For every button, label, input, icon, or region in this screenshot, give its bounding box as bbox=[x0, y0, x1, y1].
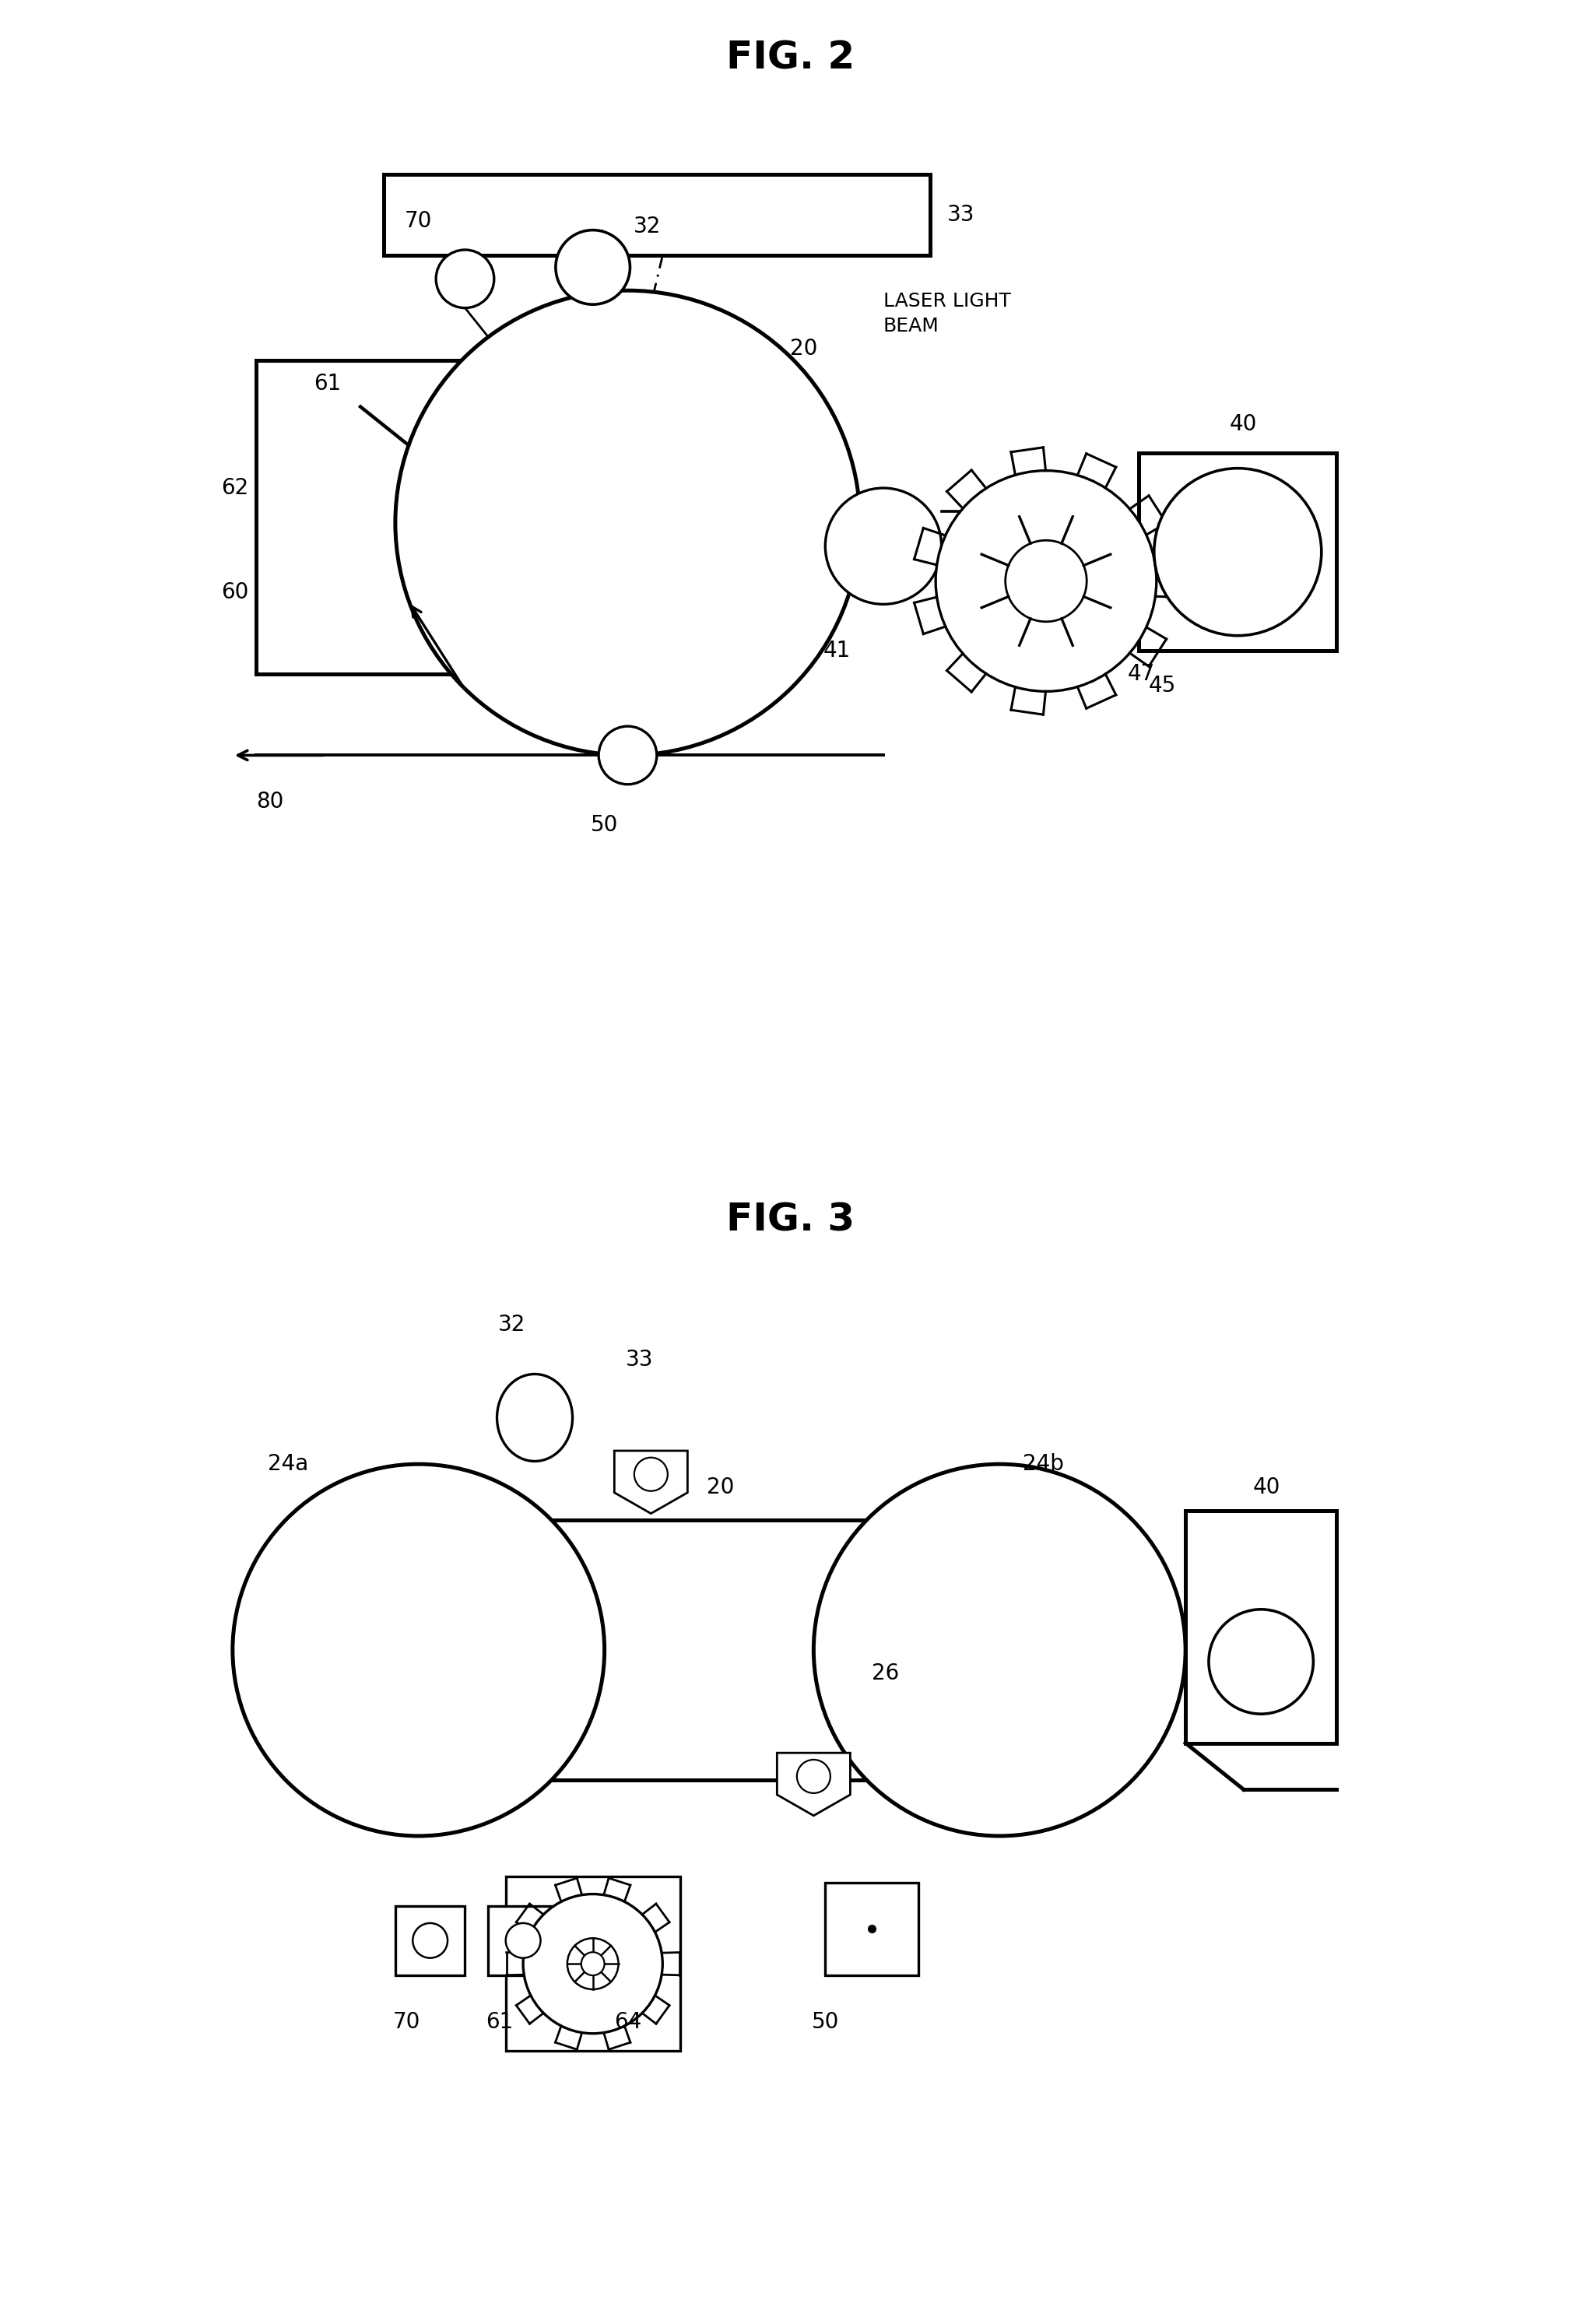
Text: FIG. 2: FIG. 2 bbox=[725, 40, 855, 77]
Polygon shape bbox=[615, 1450, 687, 1513]
Text: 61: 61 bbox=[487, 2010, 514, 2034]
Bar bbox=[1139, 453, 1335, 651]
Text: 20: 20 bbox=[706, 1476, 735, 1499]
Text: 80: 80 bbox=[256, 790, 283, 813]
Text: 40: 40 bbox=[1253, 1476, 1280, 1499]
Polygon shape bbox=[777, 1752, 850, 1815]
Circle shape bbox=[523, 1894, 662, 2034]
Text: 33: 33 bbox=[626, 1348, 653, 1371]
Bar bbox=[384, 174, 929, 256]
Text: 41: 41 bbox=[823, 639, 850, 662]
Text: 70: 70 bbox=[404, 209, 431, 232]
Circle shape bbox=[825, 488, 942, 604]
Circle shape bbox=[581, 1952, 604, 1975]
Text: 40: 40 bbox=[1229, 414, 1256, 435]
Text: 24b: 24b bbox=[1022, 1452, 1063, 1476]
Text: 45: 45 bbox=[1149, 674, 1176, 697]
Bar bbox=[506, 1878, 679, 2050]
Text: 61: 61 bbox=[314, 372, 341, 395]
Circle shape bbox=[814, 1464, 1185, 1836]
Circle shape bbox=[634, 1457, 667, 1492]
Text: 70: 70 bbox=[393, 2010, 420, 2034]
Bar bbox=[395, 1906, 465, 1975]
Circle shape bbox=[232, 1464, 604, 1836]
Text: 20: 20 bbox=[790, 337, 817, 360]
Circle shape bbox=[935, 469, 1157, 693]
Text: 62: 62 bbox=[221, 476, 248, 500]
Circle shape bbox=[1209, 1608, 1313, 1715]
Circle shape bbox=[599, 725, 656, 786]
Circle shape bbox=[556, 230, 630, 304]
Circle shape bbox=[506, 1924, 540, 1957]
Text: 26: 26 bbox=[871, 1662, 899, 1685]
Text: 50: 50 bbox=[591, 813, 618, 837]
Circle shape bbox=[796, 1759, 830, 1794]
Circle shape bbox=[567, 1938, 618, 1989]
Circle shape bbox=[395, 290, 860, 755]
Text: 60: 60 bbox=[221, 581, 248, 604]
Text: 24a: 24a bbox=[267, 1452, 308, 1476]
Circle shape bbox=[976, 511, 1115, 651]
Text: 33: 33 bbox=[946, 205, 975, 225]
Circle shape bbox=[1005, 541, 1085, 623]
Text: 47: 47 bbox=[1127, 662, 1155, 686]
Circle shape bbox=[412, 1924, 447, 1957]
Circle shape bbox=[436, 251, 495, 307]
Text: LASER LIGHT
BEAM: LASER LIGHT BEAM bbox=[883, 293, 1010, 335]
Circle shape bbox=[1153, 469, 1321, 637]
Bar bbox=[256, 360, 465, 674]
Bar bbox=[1185, 1511, 1335, 1743]
Bar bbox=[488, 1906, 558, 1975]
Text: 32: 32 bbox=[634, 216, 660, 237]
Text: 32: 32 bbox=[498, 1313, 525, 1336]
Text: 64: 64 bbox=[613, 2010, 641, 2034]
Text: FIG. 3: FIG. 3 bbox=[725, 1202, 855, 1239]
Ellipse shape bbox=[496, 1373, 572, 1462]
Text: 50: 50 bbox=[811, 2010, 839, 2034]
Bar bbox=[825, 1882, 918, 1975]
